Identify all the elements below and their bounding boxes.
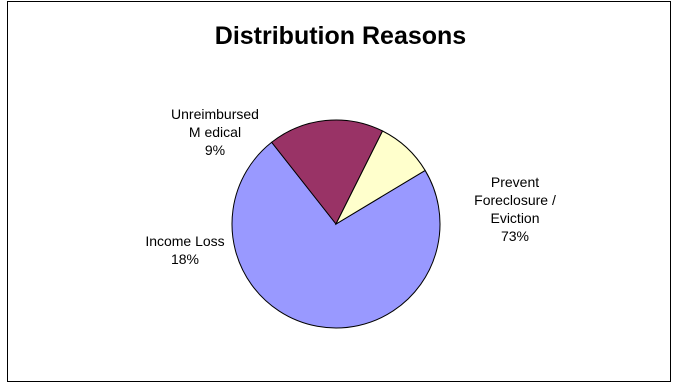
slice-label-income-loss: Income Loss 18% [145, 233, 225, 267]
pie-slices [231, 119, 441, 329]
pie-slice-unreimbursed-medical [334, 130, 426, 226]
chart-title: Distribution Reasons [214, 22, 467, 50]
slice-label-prevent-foreclosure: Prevent Foreclosure / Eviction 73% [474, 174, 556, 244]
pie-slice-prevent-foreclosure [231, 141, 441, 329]
pie-slice-income-loss [270, 119, 384, 225]
slice-label-unreimbursed-medical: Unreimbursed M edical 9% [171, 106, 259, 158]
